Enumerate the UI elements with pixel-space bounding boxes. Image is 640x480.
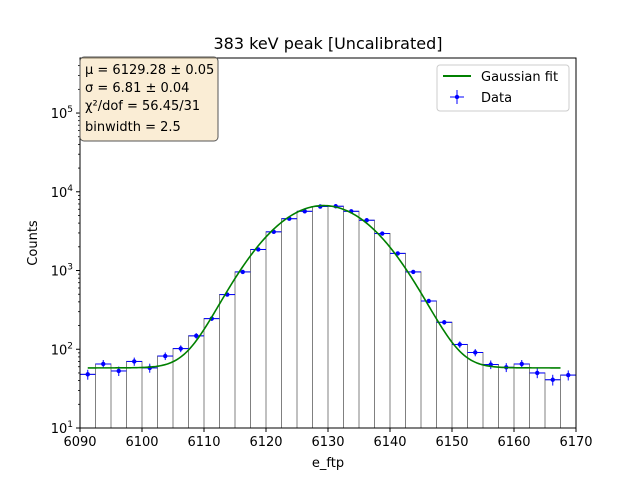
x-tick-label: 6090 — [63, 435, 96, 450]
data-point — [126, 357, 142, 366]
x-tick-label: 6150 — [435, 435, 468, 450]
y-tick-label: 104 — [51, 184, 74, 201]
x-tick-label: 6100 — [125, 435, 158, 450]
y-tick-label: 105 — [51, 105, 73, 122]
chart-title: 383 keV peak [Uncalibrated] — [214, 34, 443, 53]
data-point — [111, 366, 127, 377]
legend-data-swatch — [450, 90, 464, 104]
x-tick-label: 6160 — [497, 435, 530, 450]
stats-chi2: χ²/dof = 56.45/31 — [85, 99, 200, 114]
y-axis: 101 102 103 104 105 — [51, 65, 80, 437]
stats-box: μ = 6129.28 ± 0.05 σ = 6.81 ± 0.04 χ²/do… — [79, 56, 219, 142]
x-tick-label: 6130 — [311, 435, 344, 450]
data-point — [173, 345, 189, 353]
stats-binwidth: binwidth = 2.5 — [85, 120, 181, 135]
data-point — [529, 368, 545, 379]
legend-data-label: Data — [481, 91, 512, 106]
legend-fit-label: Gaussian fit — [481, 70, 558, 85]
y-tick-label: 102 — [51, 341, 73, 358]
x-tick-label: 6170 — [559, 435, 592, 450]
x-tick-label: 6140 — [373, 435, 406, 450]
x-tick-label: 6110 — [187, 435, 220, 450]
x-axis-label: e_ftp — [312, 456, 344, 471]
data-point — [545, 374, 561, 386]
y-axis-label: Counts — [26, 220, 41, 266]
x-tick-label: 6120 — [249, 435, 282, 450]
data-point — [80, 369, 96, 380]
data-point — [421, 298, 437, 304]
data-point — [188, 333, 204, 339]
y-tick-label: 101 — [51, 420, 73, 437]
data-point — [390, 251, 406, 256]
gaussian-fit-curve — [87, 204, 561, 369]
data-point — [467, 349, 483, 357]
data-point — [560, 370, 576, 381]
stats-mu: μ = 6129.28 ± 0.05 — [85, 63, 214, 78]
data-point — [235, 269, 251, 275]
stats-sigma: σ = 6.81 ± 0.04 — [85, 81, 189, 96]
legend: Gaussian fit Data — [436, 64, 570, 112]
data-point — [157, 352, 173, 361]
y-tick-label: 103 — [51, 263, 73, 280]
stats-box-background — [79, 56, 219, 142]
data-point — [514, 359, 530, 369]
data-point — [343, 209, 359, 214]
x-axis: 6090 6100 6110 6120 6130 6140 6150 6160 6170 — [63, 428, 593, 450]
data-point — [95, 359, 111, 369]
